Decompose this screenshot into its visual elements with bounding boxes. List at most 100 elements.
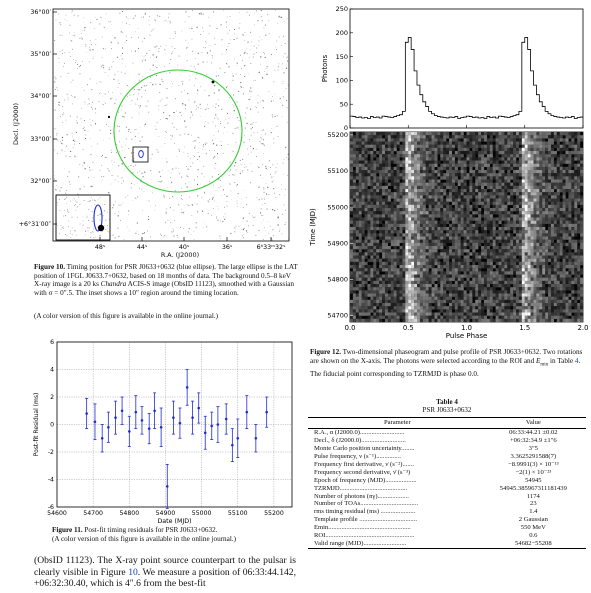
noise-speck bbox=[92, 162, 94, 164]
phaseogram-cell bbox=[501, 204, 505, 209]
phaseogram-cell bbox=[483, 201, 488, 205]
phaseogram-cell bbox=[431, 151, 435, 155]
noise-speck bbox=[180, 226, 182, 228]
phaseogram-cell bbox=[507, 141, 511, 145]
figure-10-link[interactable]: 10 bbox=[128, 566, 138, 578]
phaseogram-cell bbox=[571, 157, 575, 161]
phaseogram-cell bbox=[437, 151, 441, 155]
y-tick-label: 0 bbox=[344, 124, 348, 132]
phaseogram-cell bbox=[416, 227, 421, 231]
phaseogram-cell bbox=[384, 151, 389, 155]
noise-speck bbox=[166, 87, 168, 89]
phaseogram-cell bbox=[530, 252, 534, 256]
phaseogram-cell bbox=[437, 195, 441, 199]
phaseogram-cell bbox=[504, 189, 508, 193]
phaseogram-cell bbox=[483, 147, 488, 152]
noise-speck bbox=[242, 170, 244, 172]
noise-speck bbox=[108, 91, 109, 93]
phaseogram-cell bbox=[422, 154, 426, 158]
phaseogram-cell bbox=[411, 214, 415, 218]
phaseogram-cell bbox=[536, 185, 540, 190]
phaseogram-cell bbox=[393, 242, 397, 247]
phaseogram-cell bbox=[382, 151, 386, 155]
noise-speck bbox=[164, 66, 165, 68]
phaseogram-cell bbox=[527, 227, 531, 231]
phaseogram-cell bbox=[553, 242, 557, 247]
noise-speck bbox=[280, 17, 281, 19]
noise-speck bbox=[262, 214, 264, 216]
phaseogram-cell bbox=[542, 252, 546, 256]
phaseogram-cell bbox=[384, 189, 389, 193]
phaseogram-cell bbox=[443, 255, 447, 259]
noise-speck bbox=[201, 196, 203, 198]
noise-speck bbox=[243, 141, 245, 143]
noise-speck bbox=[233, 94, 235, 96]
noise-speck bbox=[140, 179, 142, 181]
phaseogram-cell bbox=[550, 249, 555, 253]
phaseogram-cell bbox=[565, 217, 569, 221]
noise-speck bbox=[263, 219, 264, 221]
noise-speck bbox=[87, 227, 89, 229]
noise-speck bbox=[113, 162, 115, 163]
phaseogram-cell bbox=[492, 271, 496, 275]
phaseogram-cell bbox=[370, 236, 374, 240]
noise-speck bbox=[152, 64, 154, 66]
phaseogram-cell bbox=[475, 223, 479, 228]
noise-speck bbox=[268, 20, 270, 22]
phaseogram-cell bbox=[399, 271, 403, 275]
phaseogram-cell bbox=[451, 154, 455, 158]
phaseogram-cell bbox=[472, 223, 476, 228]
phaseogram-cell bbox=[492, 239, 496, 243]
noise-speck bbox=[197, 195, 199, 197]
noise-speck bbox=[90, 197, 92, 199]
phaseogram-cell bbox=[559, 236, 563, 240]
noise-speck bbox=[265, 34, 267, 36]
phaseogram-cell bbox=[504, 265, 508, 269]
phaseogram-cell bbox=[472, 214, 476, 218]
data-point bbox=[85, 412, 88, 415]
noise-speck bbox=[261, 39, 263, 41]
noise-speck bbox=[110, 133, 112, 135]
phaseogram-cell bbox=[478, 163, 482, 167]
noise-speck bbox=[236, 200, 238, 202]
noise-speck bbox=[287, 175, 288, 176]
phaseogram-cell bbox=[370, 223, 374, 228]
noise-speck bbox=[249, 139, 251, 141]
phaseogram-cell bbox=[364, 195, 368, 199]
noise-speck bbox=[213, 92, 215, 94]
phaseogram-cell bbox=[510, 195, 514, 199]
phaseogram-cell bbox=[501, 176, 505, 180]
noise-speck bbox=[121, 146, 123, 148]
phaseogram-cell bbox=[489, 198, 493, 202]
phaseogram-cell bbox=[518, 246, 522, 250]
phaseogram-cell bbox=[463, 147, 467, 152]
noise-speck bbox=[87, 201, 89, 202]
phaseogram-cell bbox=[504, 132, 508, 136]
noise-speck bbox=[142, 176, 144, 178]
phaseogram-cell bbox=[364, 198, 368, 202]
phaseogram-cell bbox=[510, 182, 514, 186]
phaseogram-cell bbox=[521, 261, 525, 266]
phaseogram-cell bbox=[405, 166, 409, 171]
noise-speck bbox=[248, 14, 250, 16]
phaseogram-cell bbox=[364, 252, 368, 256]
phaseogram-cell bbox=[408, 239, 412, 243]
phaseogram-cell bbox=[559, 176, 563, 180]
phaseogram-cell bbox=[373, 242, 377, 247]
noise-speck bbox=[176, 156, 178, 157]
noise-speck bbox=[166, 72, 168, 74]
phaseogram-cell bbox=[545, 268, 549, 272]
noise-speck bbox=[68, 51, 70, 53]
phaseogram-cell bbox=[428, 233, 432, 237]
noise-speck bbox=[65, 215, 66, 217]
phaseogram-cell bbox=[513, 214, 517, 218]
phaseogram-cell bbox=[495, 255, 499, 259]
phaseogram-cell bbox=[518, 154, 522, 158]
phaseogram-cell bbox=[481, 176, 485, 180]
phaseogram-cell bbox=[472, 236, 476, 240]
phaseogram-cell bbox=[580, 233, 584, 237]
phaseogram-cell bbox=[486, 233, 490, 237]
phaseogram-cell bbox=[440, 271, 444, 275]
noise-speck bbox=[187, 168, 189, 170]
phaseogram-cell bbox=[414, 132, 418, 136]
